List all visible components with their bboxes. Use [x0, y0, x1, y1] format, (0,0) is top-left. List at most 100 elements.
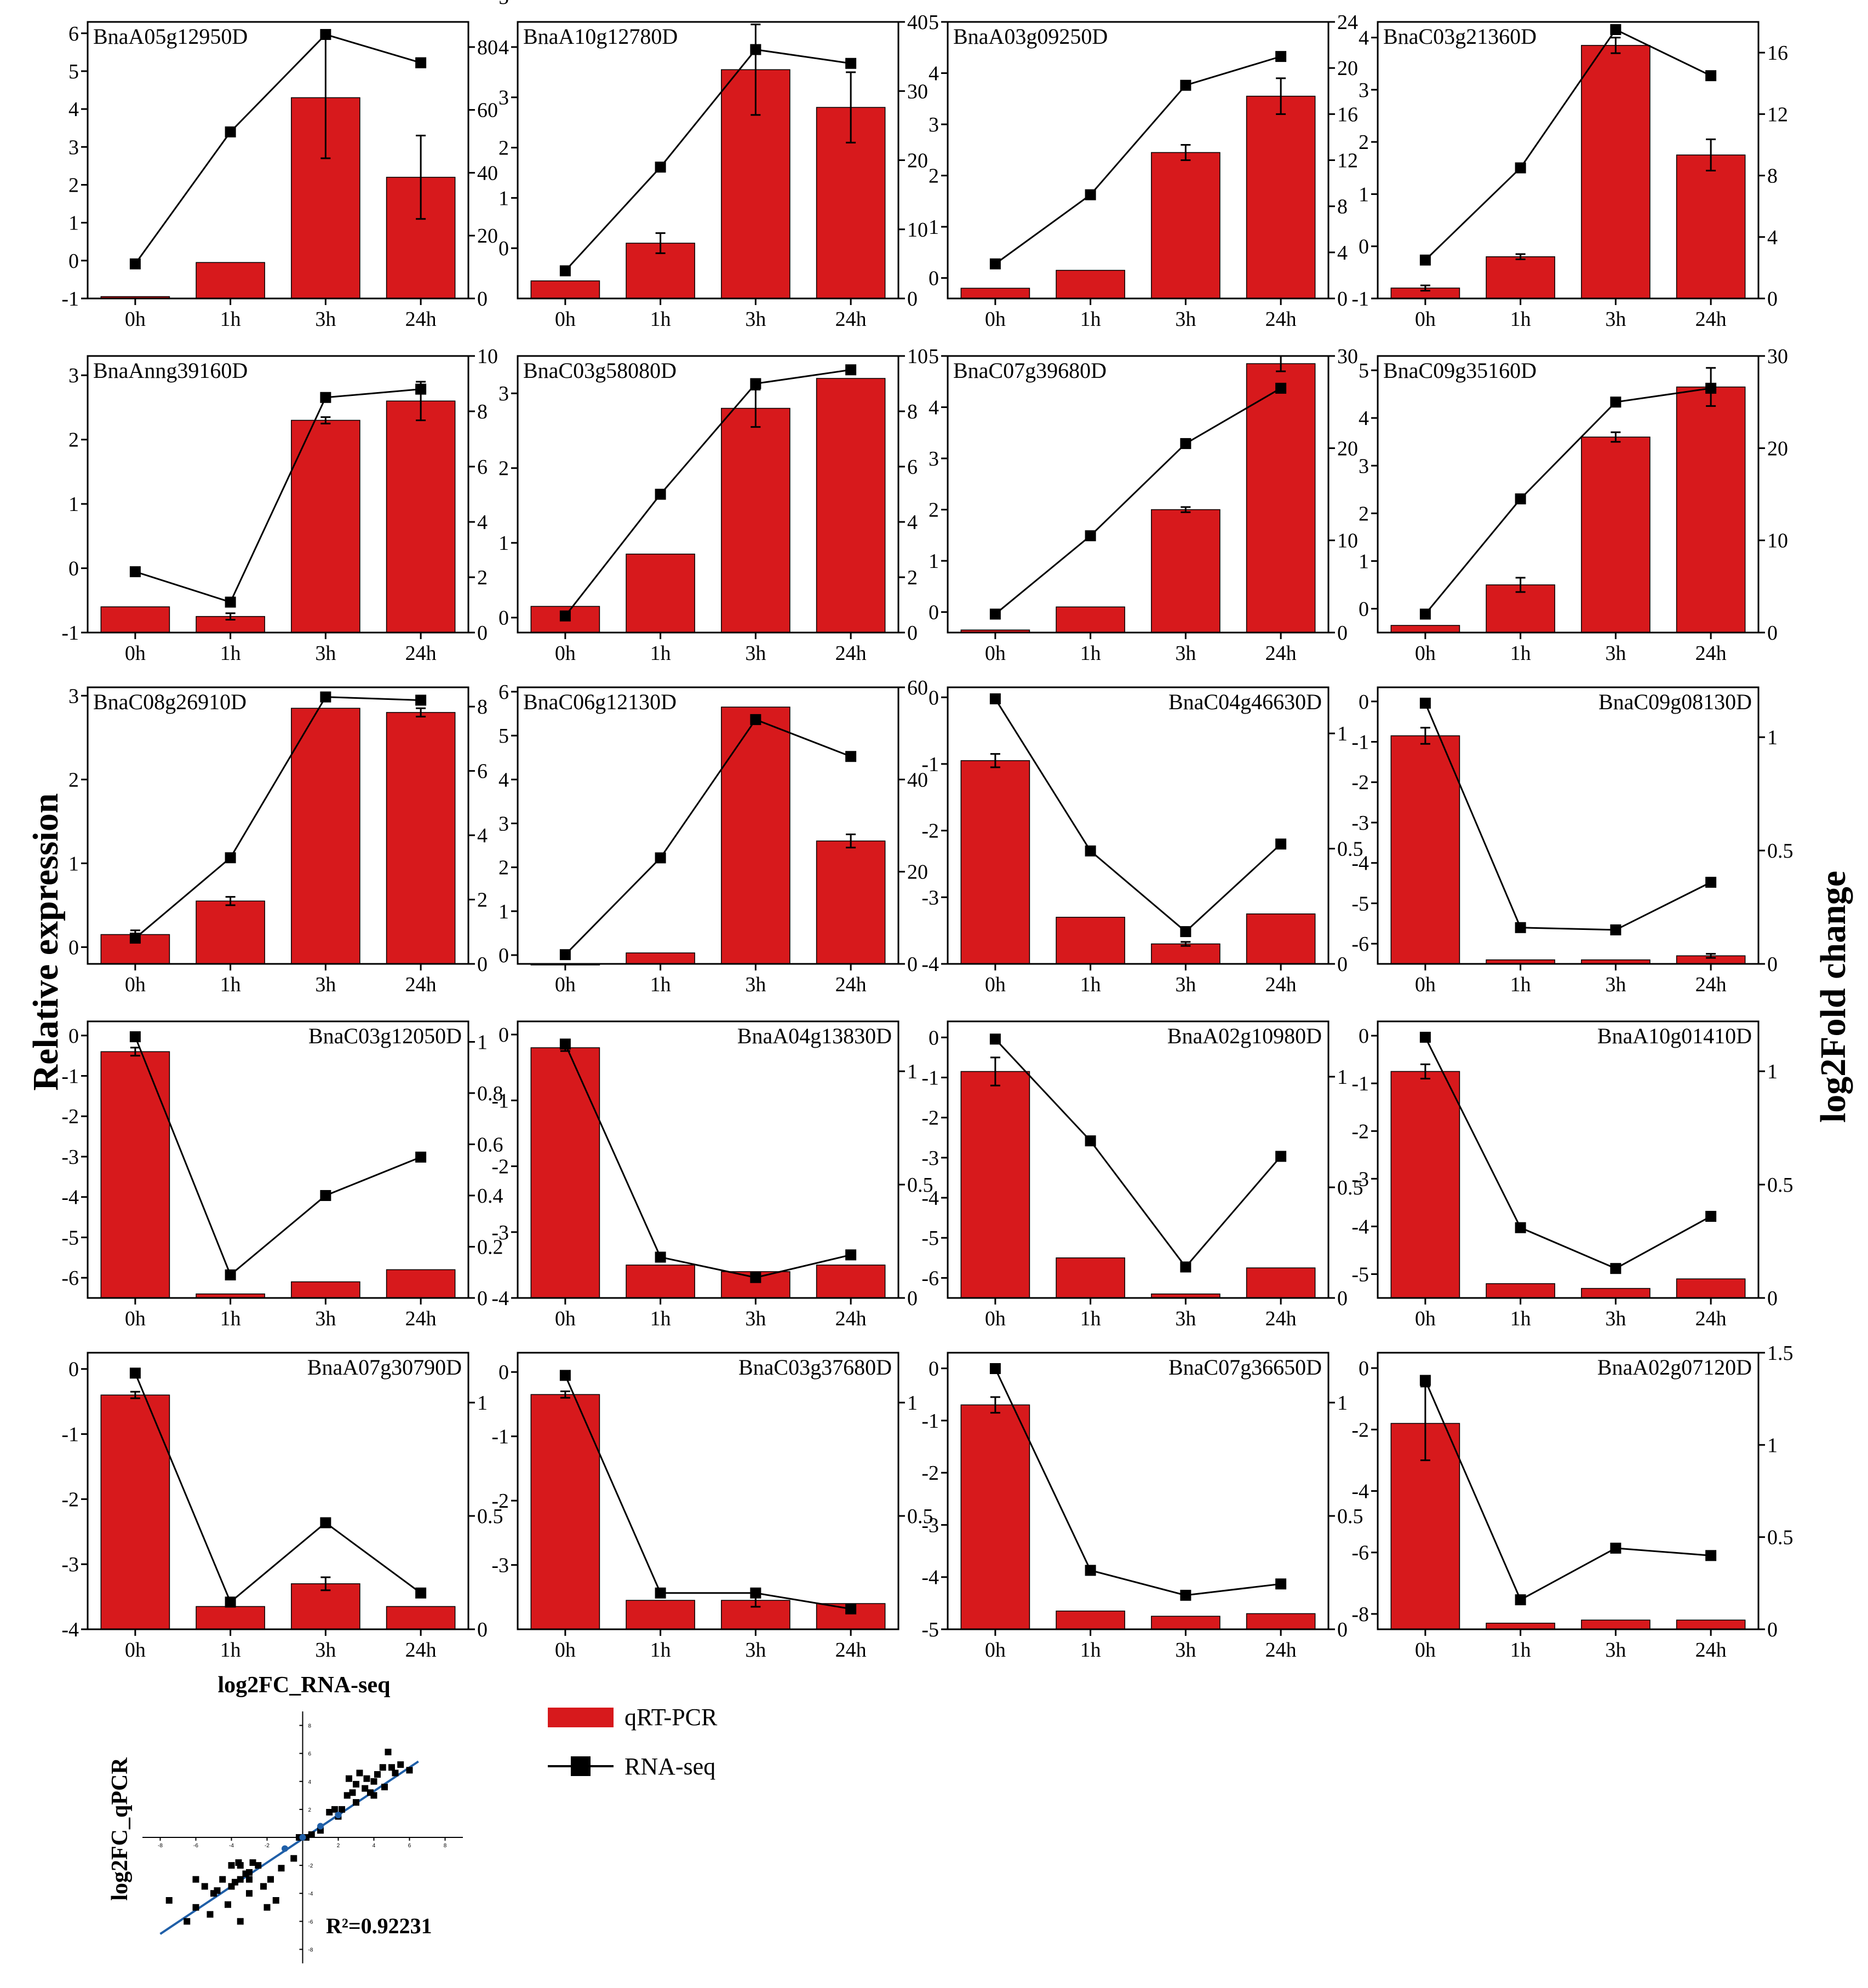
panel-frame — [947, 355, 1330, 634]
panel-BnaA02g10980D: -6 -5 -4 -3 -2 -1 0 0 0.5 1 0h 1h 3h 24h BnaA02g10980D — [921, 1020, 1363, 1330]
x-tick-label-0h: 0h — [125, 1307, 146, 1330]
left-tick-label: -2 — [61, 1105, 79, 1128]
right-tick-label: 0 — [907, 622, 918, 645]
left-tick-label: 1 — [498, 532, 509, 555]
left-tick-label: 4 — [1359, 407, 1369, 430]
scatter-panel: log2FC_RNA-seq log2FC_qPCR -8 -6 -4 -2 2 4 6 8 -8 -… — [107, 1673, 463, 1963]
bar-3h — [291, 97, 360, 299]
scatter-point — [207, 1911, 214, 1918]
right-tick-label: 0 — [1767, 1287, 1778, 1310]
gene-label: BnaC09g08130D — [1598, 690, 1752, 714]
right-tick-label: 16 — [1767, 42, 1788, 65]
bar-1h — [196, 262, 265, 299]
gene-label: BnaA07g30790D — [307, 1355, 462, 1380]
left-tick-label: 0 — [1359, 1025, 1369, 1048]
rnaseq-point-1h — [225, 596, 236, 608]
gene-label: BnaA02g07120D — [1597, 1355, 1752, 1380]
rnaseq-point-3h — [750, 378, 761, 389]
right-tick-label: 0 — [1337, 622, 1348, 645]
legend: qRT-PCR RNA-seq — [548, 1704, 718, 1780]
x-tick-label-1h: 1h — [220, 1307, 241, 1330]
panel-frame — [947, 1352, 1330, 1630]
left-tick-label: 1 — [929, 550, 939, 573]
bar-24h — [386, 712, 456, 964]
rnaseq-point-0h — [989, 693, 1001, 705]
left-tick-label: -1 — [1351, 288, 1369, 311]
scatter-point — [214, 1887, 221, 1894]
x-tick-label-0h: 0h — [125, 973, 146, 996]
left-tick-label: 4 — [929, 62, 939, 85]
gene-label: BnaC03g37680D — [738, 1355, 892, 1380]
left-tick-label: -4 — [921, 1566, 939, 1589]
bar-1h — [1056, 606, 1125, 633]
scatter-point — [339, 1806, 345, 1813]
left-tick-label: 0 — [1359, 597, 1369, 620]
rnaseq-point-0h — [989, 1363, 1001, 1374]
right-tick-label: 0.5 — [1767, 1174, 1793, 1197]
left-tick-label: -1 — [921, 1410, 939, 1433]
rnaseq-point-0h — [559, 1038, 571, 1050]
right-tick-label: 10 — [1337, 530, 1358, 553]
scatter-point — [165, 1897, 173, 1904]
x-tick-label-3h: 3h — [1175, 642, 1196, 665]
rnaseq-point-24h — [1275, 382, 1287, 394]
scatter-point — [201, 1883, 208, 1890]
right-tick-label: 0.5 — [1337, 1505, 1363, 1528]
gene-label: BnaC07g39680D — [953, 358, 1107, 383]
right-tick-label: 1 — [907, 1060, 918, 1083]
scatter-point — [356, 1769, 363, 1777]
bar-24h — [816, 1265, 886, 1298]
panel-BnaC03g12050D: -6 -5 -4 -3 -2 -1 0 0 0.2 0.4 0.6 0.8 1 0h 1h 3h 24h BnaC… — [61, 1020, 503, 1330]
x-tick-label-1h: 1h — [1080, 1639, 1101, 1662]
left-tick-label: 4 — [929, 397, 939, 420]
rnaseq-point-1h — [225, 852, 236, 864]
rnaseq-point-24h — [1275, 838, 1287, 850]
right-tick-label: 0.5 — [907, 1505, 933, 1528]
rnaseq-point-3h — [320, 1517, 331, 1529]
rnaseq-point-3h — [320, 1190, 331, 1201]
x-tick-label-24h: 24h — [1695, 642, 1727, 665]
gene-label: BnaC07g36650D — [1168, 1355, 1322, 1380]
right-tick-label: 8 — [1767, 165, 1778, 188]
scatter-point — [219, 1876, 226, 1883]
bar-1h — [1056, 1610, 1125, 1630]
x-tick-label-3h: 3h — [315, 1307, 336, 1330]
x-tick-label-3h: 3h — [1175, 1639, 1196, 1662]
left-tick-label: 3 — [1359, 79, 1369, 102]
bar-3h — [1151, 509, 1220, 633]
legend-bar-label: qRT-PCR — [624, 1704, 718, 1731]
bar-24h — [1246, 363, 1316, 633]
right-tick-label: 0 — [477, 1287, 488, 1310]
x-tick-label-0h: 0h — [985, 1639, 1006, 1662]
rnaseq-point-24h — [1705, 876, 1717, 888]
x-tick-label-0h: 0h — [1415, 642, 1436, 665]
bar-3h — [1151, 1616, 1220, 1630]
scatter-y-tick-label: -2 — [308, 1863, 313, 1869]
rnaseq-point-0h — [129, 566, 141, 577]
panel-frame — [1377, 1020, 1760, 1299]
left-tick-label: -2 — [1351, 1120, 1369, 1143]
x-tick-label-0h: 0h — [125, 1639, 146, 1662]
left-tick-label: 2 — [498, 857, 509, 880]
x-tick-label-3h: 3h — [745, 308, 766, 331]
scatter-point — [331, 1806, 338, 1813]
bar-1h — [196, 900, 265, 964]
bar-24h — [1246, 1267, 1316, 1298]
rnaseq-line — [564, 1375, 851, 1610]
right-tick-label: 0 — [477, 1618, 488, 1641]
left-tick-label: -1 — [61, 1423, 79, 1446]
x-tick-label-24h: 24h — [835, 642, 867, 665]
bar-1h — [1056, 269, 1125, 299]
rnaseq-line — [994, 698, 1282, 933]
left-tick-label: -2 — [921, 1462, 939, 1485]
right-tick-label: 30 — [907, 80, 928, 103]
rnaseq-point-0h — [1419, 1031, 1431, 1043]
right-tick-label: 0.5 — [1767, 840, 1793, 863]
left-tick-label: 0 — [68, 1025, 79, 1048]
left-tick-label: -3 — [921, 886, 939, 909]
x-tick-label-3h: 3h — [1605, 1639, 1626, 1662]
right-tick-label: 0.5 — [477, 1505, 503, 1528]
bar-1h — [196, 1606, 265, 1630]
panel-BnaC07g36650D: -5 -4 -3 -2 -1 0 0 0.5 1 0h 1h 3h 24h BnaC07g36650D — [921, 1352, 1363, 1662]
scatter-point — [343, 1792, 351, 1799]
